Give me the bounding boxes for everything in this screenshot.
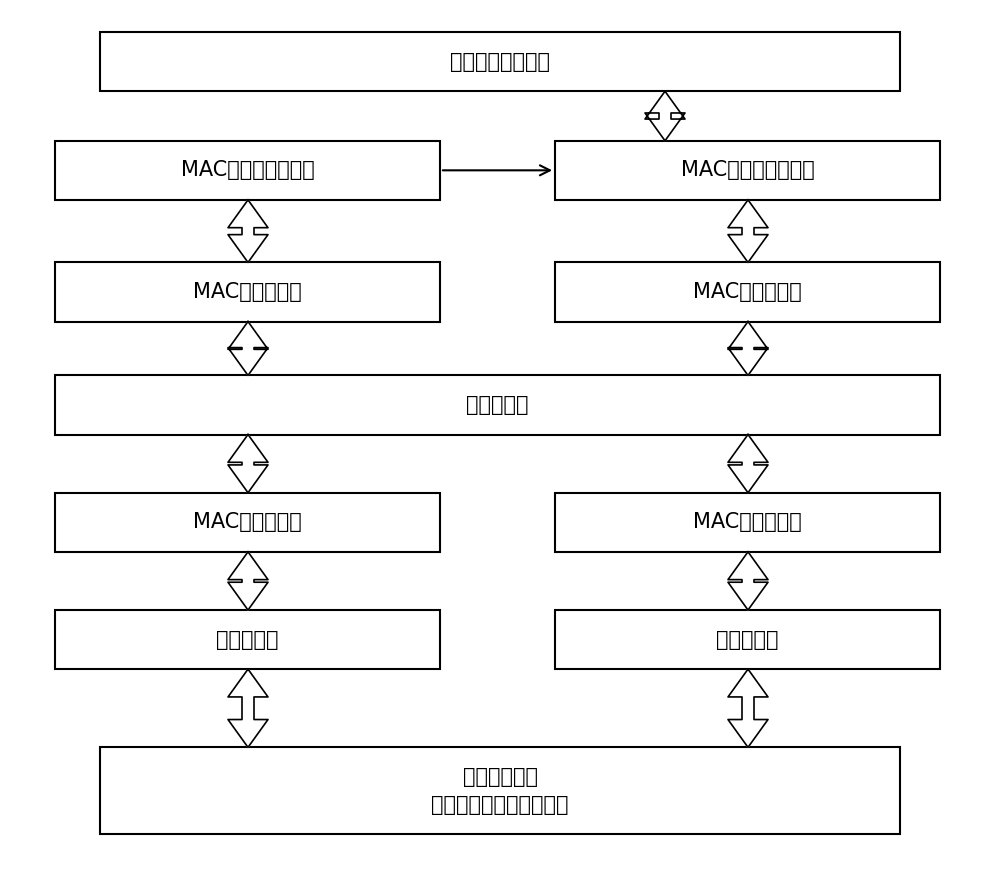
Bar (555, 262, 940, 322)
Text: MAC层发送缓冲: MAC层发送缓冲 (693, 282, 802, 302)
Text: MAC层接收缓冲: MAC层接收缓冲 (193, 282, 302, 302)
Bar (55, 262, 440, 322)
Polygon shape (228, 552, 268, 610)
Text: 光电转换电路
（连续发送，突发接收）: 光电转换电路 （连续发送，突发接收） (431, 766, 569, 815)
Polygon shape (228, 669, 268, 747)
Polygon shape (228, 322, 268, 375)
Bar (555, 493, 940, 552)
Polygon shape (645, 91, 685, 141)
Bar (555, 610, 940, 669)
Text: MAC层数据解析模块: MAC层数据解析模块 (181, 160, 314, 181)
Polygon shape (728, 322, 768, 375)
Bar (100, 747, 900, 834)
Polygon shape (728, 552, 768, 610)
Bar (555, 141, 940, 200)
Polygon shape (728, 200, 768, 262)
Bar (55, 610, 440, 669)
Text: 物理层接收: 物理层接收 (716, 629, 779, 650)
Text: 网络管理接口模块: 网络管理接口模块 (450, 51, 550, 72)
Polygon shape (228, 434, 268, 493)
Polygon shape (728, 434, 768, 493)
Text: MAC层接收模块: MAC层接收模块 (693, 512, 802, 533)
Bar (55, 493, 440, 552)
Bar (100, 32, 900, 91)
Text: MAC层时隙管理模块: MAC层时隙管理模块 (681, 160, 814, 181)
Text: 缓冲选择器: 缓冲选择器 (466, 395, 529, 415)
Bar (55, 141, 440, 200)
Bar (55, 375, 940, 434)
Text: MAC层发送模块: MAC层发送模块 (193, 512, 302, 533)
Polygon shape (728, 669, 768, 747)
Polygon shape (228, 200, 268, 262)
Text: 物理层发送: 物理层发送 (216, 629, 279, 650)
